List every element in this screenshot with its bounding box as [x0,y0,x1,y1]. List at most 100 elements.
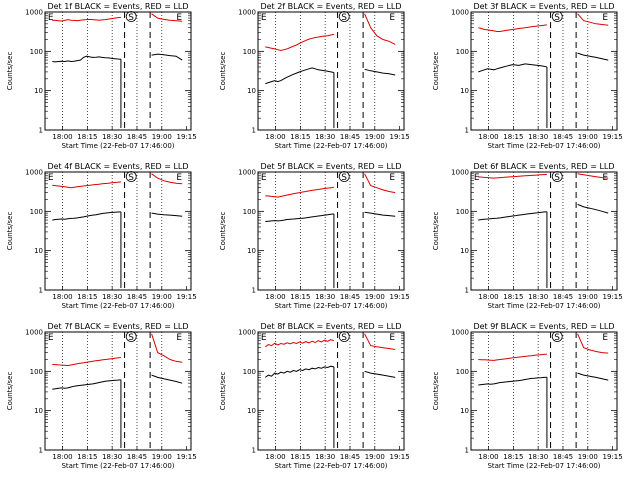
x-tick-label: 18:45 [340,133,360,141]
y-tick-label: 1000 [238,9,256,17]
x-tick-label: 18:45 [553,133,573,141]
plot-frame [44,331,192,451]
x-tick-label: 18:30 [315,293,335,301]
y-tick-label: 100 [456,48,469,56]
series-lld-segment2 [151,173,183,185]
chart-title: Det 3f BLACK = Events, RED = LLD [473,2,614,11]
x-tick-label: 18:15 [290,453,310,461]
y-tick-label: 1000 [25,329,43,337]
y-tick-label: 1 [252,287,256,295]
y-tick-label: 1 [39,287,43,295]
marker-circle [551,331,563,342]
marker-e-right: E [176,13,182,23]
y-tick-label: 1000 [25,9,43,17]
series-events-segment1 [478,211,547,221]
x-tick-label: 18:30 [528,293,548,301]
x-axis-label: Start Time (22-Feb-07 17:46:00) [61,142,174,150]
series-lld-segment1 [265,186,334,198]
plot-frame [257,331,405,451]
y-tick-label: 100 [30,208,43,216]
plot-frame [44,11,192,131]
chart-det-9: Det 9f BLACK = Events, RED = LLD 1 10 100 10… [432,322,623,470]
x-tick-label: 18:15 [290,133,310,141]
x-tick-label: 18:45 [340,293,360,301]
y-tick-label: 100 [243,48,256,56]
x-tick-label: 19:00 [365,133,385,141]
y-tick-label: 1 [465,447,469,455]
x-tick-label: 19:00 [578,293,598,301]
x-axis-label: Start Time (22-Feb-07 17:46:00) [274,142,387,150]
x-tick-label: 18:45 [127,133,147,141]
series-lld-segment2 [364,13,396,45]
marker-s-middle: S [128,173,134,183]
y-tick-label: 1 [465,127,469,135]
plot-frame [257,171,405,291]
y-tick-label: 1000 [25,169,43,177]
plot-frame [44,171,192,291]
marker-circle [338,171,350,182]
x-tick-label: 19:15 [603,293,623,301]
series-lld-segment2 [151,13,183,22]
y-axis-label: Counts/sec [6,212,14,251]
plot-frame [257,11,405,131]
series-lld-segment2 [364,333,396,350]
series-lld-segment1 [265,33,334,52]
x-tick-label: 18:00 [52,293,72,301]
series-events-segment1 [52,379,121,390]
plot-frame [470,11,618,131]
series-lld-segment1 [265,339,335,348]
marker-e-right: E [176,173,182,183]
marker-s-middle: S [554,333,560,343]
marker-e-right: E [602,13,608,23]
series-events-segment1 [52,55,121,63]
x-tick-label: 18:30 [528,453,548,461]
x-tick-label: 18:00 [52,133,72,141]
y-axis-label: Counts/sec [219,212,227,251]
y-tick-label: 1000 [451,9,469,17]
series-events-segment2 [151,53,183,61]
x-tick-label: 19:00 [365,453,385,461]
y-tick-label: 100 [243,208,256,216]
x-tick-label: 18:15 [77,133,97,141]
series-events-segment2 [577,52,609,61]
x-tick-label: 18:30 [528,133,548,141]
series-events-segment1 [478,376,547,386]
y-tick-label: 1 [252,127,256,135]
x-tick-label: 18:15 [503,293,523,301]
x-tick-label: 19:00 [365,293,385,301]
y-tick-label: 100 [456,368,469,376]
series-events-segment2 [364,68,396,76]
marker-e-left: E [48,173,54,183]
series-events-segment2 [577,372,609,381]
marker-s-middle: S [341,13,347,23]
x-tick-label: 18:45 [127,293,147,301]
chart-title: Det 1f BLACK = Events, RED = LLD [47,2,188,11]
x-tick-label: 18:45 [553,293,573,301]
x-tick-label: 18:15 [77,453,97,461]
x-tick-label: 18:30 [102,133,122,141]
marker-e-right: E [389,173,395,183]
chart-title: Det 7f BLACK = Events, RED = LLD [47,322,188,331]
x-tick-label: 18:45 [553,453,573,461]
x-tick-label: 19:00 [578,453,598,461]
x-tick-label: 19:00 [152,133,172,141]
y-tick-label: 1 [39,127,43,135]
chart-title: Det 8f BLACK = Events, RED = LLD [260,322,401,331]
x-tick-label: 18:45 [340,453,360,461]
x-tick-label: 18:30 [102,453,122,461]
x-axis-label: Start Time (22-Feb-07 17:46:00) [487,462,600,470]
series-events-segment1 [265,213,334,222]
y-tick-label: 10 [247,247,256,255]
series-lld-segment2 [577,333,609,354]
y-tick-label: 1000 [238,329,256,337]
series-lld-segment1 [52,16,121,22]
y-tick-label: 10 [460,407,469,415]
x-axis-label: Start Time (22-Feb-07 17:46:00) [61,462,174,470]
x-tick-label: 18:00 [265,133,285,141]
series-lld-segment2 [364,173,396,194]
y-tick-label: 1000 [451,329,469,337]
y-tick-label: 100 [30,48,43,56]
series-lld-segment1 [52,181,121,189]
x-tick-label: 19:00 [152,293,172,301]
x-tick-label: 18:00 [478,453,498,461]
